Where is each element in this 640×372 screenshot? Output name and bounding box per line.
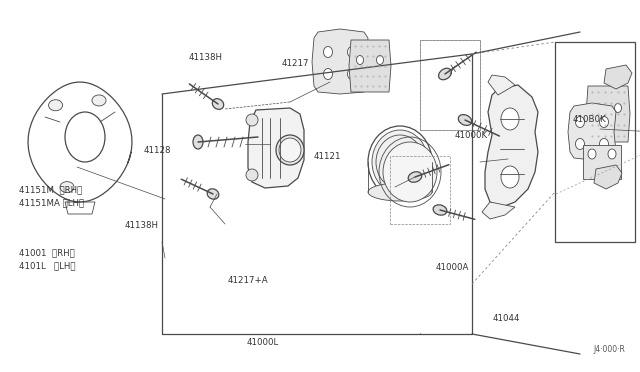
Text: 41217+A: 41217+A xyxy=(227,276,268,285)
Ellipse shape xyxy=(276,135,304,165)
Polygon shape xyxy=(594,165,622,189)
Bar xyxy=(390,156,450,224)
Polygon shape xyxy=(604,65,632,89)
Ellipse shape xyxy=(212,99,224,109)
Text: 41217: 41217 xyxy=(282,59,309,68)
Ellipse shape xyxy=(600,116,609,128)
Text: 4101L   〈LH〉: 4101L 〈LH〉 xyxy=(19,262,76,270)
Polygon shape xyxy=(586,86,630,142)
Ellipse shape xyxy=(383,142,437,202)
Ellipse shape xyxy=(600,138,609,150)
Bar xyxy=(555,42,635,242)
Text: 41001  〈RH〉: 41001 〈RH〉 xyxy=(19,248,75,257)
Text: 41151M  〈RH〉: 41151M 〈RH〉 xyxy=(19,185,83,194)
Ellipse shape xyxy=(193,135,203,149)
Text: 41128: 41128 xyxy=(144,146,172,155)
Ellipse shape xyxy=(501,166,519,188)
Ellipse shape xyxy=(614,103,621,112)
Polygon shape xyxy=(248,108,304,188)
Ellipse shape xyxy=(376,55,383,64)
Text: 41000K: 41000K xyxy=(454,131,488,140)
Ellipse shape xyxy=(323,68,333,80)
Ellipse shape xyxy=(60,182,74,193)
Polygon shape xyxy=(349,40,391,92)
Polygon shape xyxy=(312,29,368,94)
Text: 41000L: 41000L xyxy=(246,338,278,347)
Polygon shape xyxy=(568,103,616,160)
Text: 41044: 41044 xyxy=(493,314,520,323)
Polygon shape xyxy=(482,202,515,219)
Text: 41138H: 41138H xyxy=(189,53,223,62)
Ellipse shape xyxy=(575,116,584,128)
Ellipse shape xyxy=(246,169,258,181)
Ellipse shape xyxy=(323,46,333,58)
Ellipse shape xyxy=(608,149,616,159)
Ellipse shape xyxy=(49,100,63,111)
Ellipse shape xyxy=(348,68,356,80)
Text: 410B0K: 410B0K xyxy=(573,115,607,124)
Polygon shape xyxy=(583,145,621,179)
Bar xyxy=(420,40,480,130)
Ellipse shape xyxy=(207,189,219,199)
Ellipse shape xyxy=(92,95,106,106)
Polygon shape xyxy=(488,75,515,95)
Ellipse shape xyxy=(356,55,364,64)
Ellipse shape xyxy=(458,115,472,125)
Ellipse shape xyxy=(279,138,301,162)
Text: J4·000·R: J4·000·R xyxy=(593,345,625,354)
Bar xyxy=(420,40,480,130)
Ellipse shape xyxy=(246,114,258,126)
Ellipse shape xyxy=(348,46,356,58)
Ellipse shape xyxy=(588,149,596,159)
Ellipse shape xyxy=(438,68,451,80)
Polygon shape xyxy=(485,85,538,207)
Ellipse shape xyxy=(501,108,519,130)
Text: 41151MA 〈LH〉: 41151MA 〈LH〉 xyxy=(19,198,84,207)
Ellipse shape xyxy=(408,172,422,182)
Ellipse shape xyxy=(575,138,584,150)
Ellipse shape xyxy=(372,130,428,194)
Ellipse shape xyxy=(433,205,447,215)
Text: 41121: 41121 xyxy=(314,152,341,161)
Text: 41000A: 41000A xyxy=(435,263,468,272)
Text: 41138H: 41138H xyxy=(125,221,159,230)
Ellipse shape xyxy=(595,103,602,112)
Ellipse shape xyxy=(368,183,432,201)
